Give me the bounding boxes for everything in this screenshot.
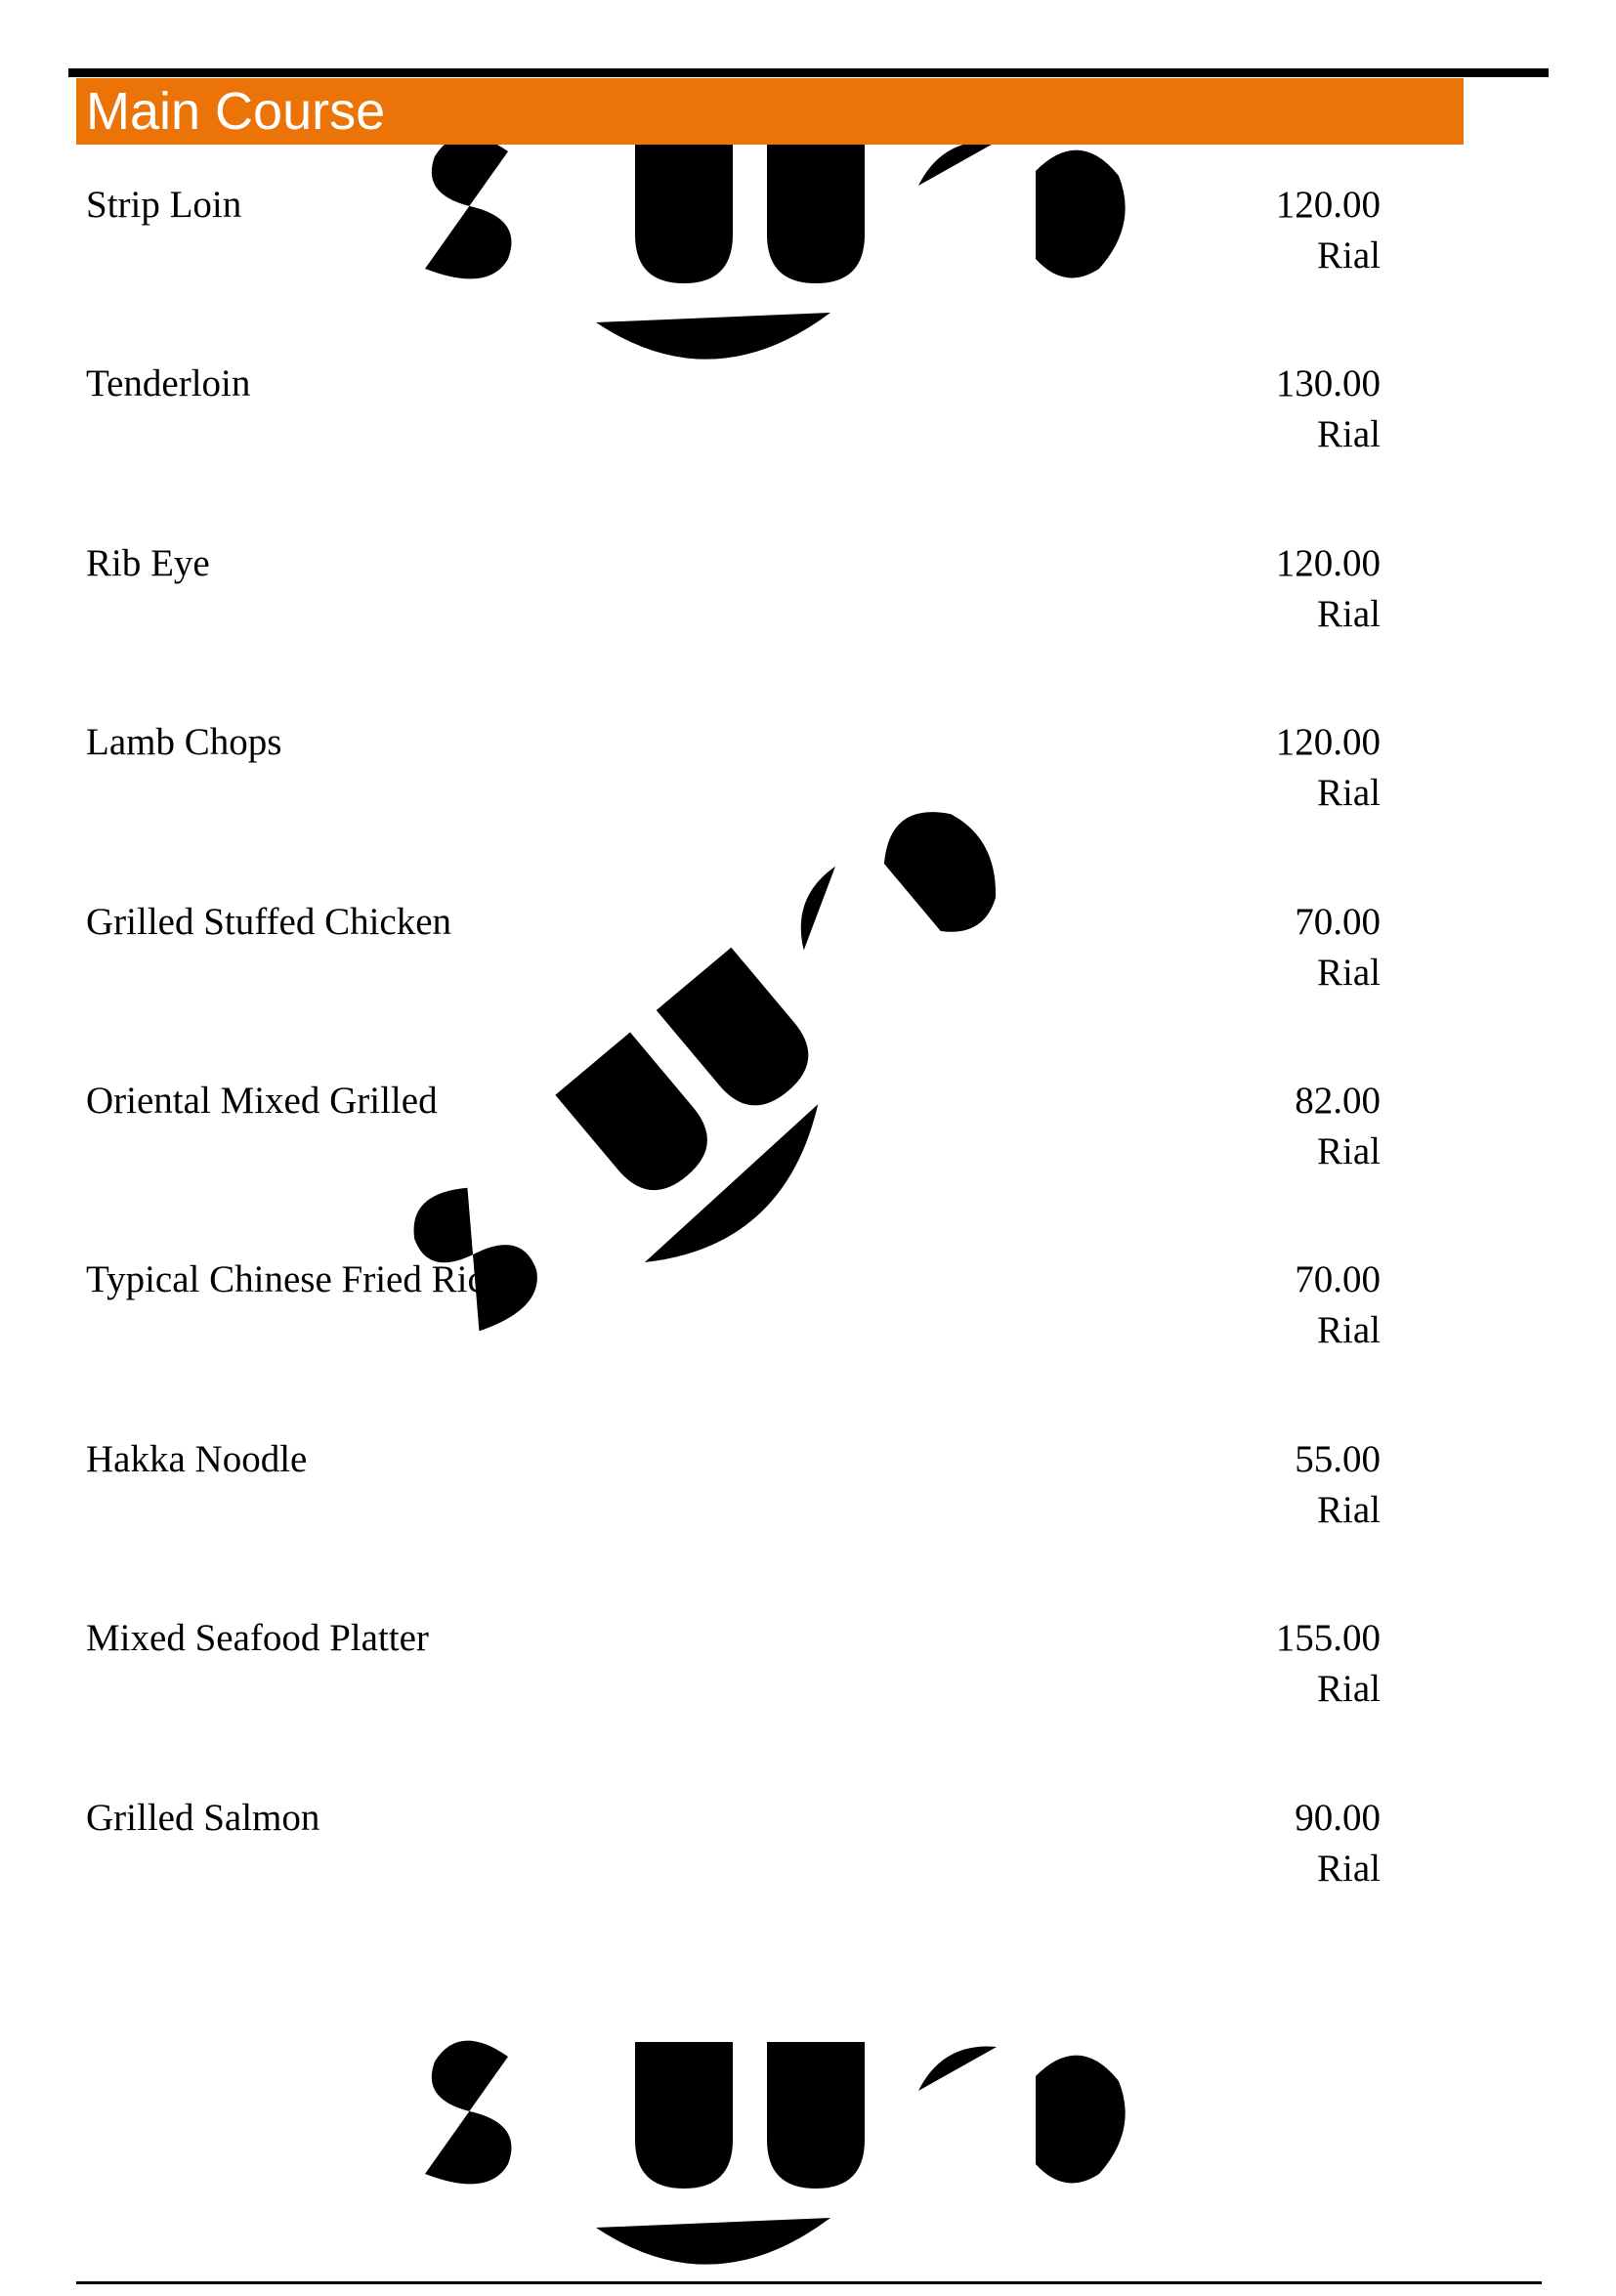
item-price: 70.00 [1295,1258,1381,1301]
item-name: Tenderloin [86,362,251,405]
section-header: Main Course [76,78,1464,145]
menu-item: Grilled Stuffed Chicken 70.00 Rial [86,901,1381,1018]
item-currency: Rial [1317,1668,1381,1711]
top-divider [68,68,1549,77]
item-price: 55.00 [1295,1437,1381,1480]
item-name: Grilled Salmon [86,1796,320,1839]
item-currency: Rial [1317,1130,1381,1172]
item-price: 120.00 [1275,721,1381,764]
item-price: 120.00 [1275,184,1381,226]
menu-item: Lamb Chops 120.00 Rial [86,721,1381,838]
menu-item: Oriental Mixed Grilled 82.00 Rial [86,1080,1381,1197]
menu-item: Rib Eye 120.00 Rial [86,542,1381,659]
item-name: Oriental Mixed Grilled [86,1080,438,1122]
item-price: 155.00 [1275,1617,1381,1660]
item-currency: Rial [1317,772,1381,815]
item-currency: Rial [1317,413,1381,456]
item-name: Mixed Seafood Platter [86,1617,429,1660]
item-price: 120.00 [1275,541,1381,584]
item-name: Lamb Chops [86,721,282,764]
item-currency: Rial [1317,234,1381,276]
item-currency: Rial [1317,1488,1381,1531]
item-price: 130.00 [1275,362,1381,405]
item-currency: Rial [1317,592,1381,635]
item-price: 70.00 [1295,900,1381,943]
bottom-divider [76,2281,1542,2284]
item-name: Hakka Noodle [86,1437,308,1480]
menu-item: Hakka Noodle 55.00 Rial [86,1438,1381,1555]
item-currency: Rial [1317,951,1381,994]
item-currency: Rial [1317,1309,1381,1352]
item-name: Rib Eye [86,541,210,584]
menu-item: Tenderloin 130.00 Rial [86,362,1381,480]
item-name: Typical Chinese Fried Rice [86,1258,502,1301]
item-price: 90.00 [1295,1796,1381,1839]
item-currency: Rial [1317,1847,1381,1890]
menu-item: Mixed Seafood Platter 155.00 Rial [86,1617,1381,1734]
menu-item: Grilled Salmon 90.00 Rial [86,1797,1381,1914]
item-name: Grilled Stuffed Chicken [86,900,452,943]
item-price: 82.00 [1295,1080,1381,1122]
section-title: Main Course [86,82,386,141]
watermark-logo-bottom [425,1983,1251,2265]
menu-item: Strip Loin 120.00 Rial [86,184,1381,301]
item-name: Strip Loin [86,184,242,226]
menu-item: Typical Chinese Fried Rice 70.00 Rial [86,1258,1381,1376]
